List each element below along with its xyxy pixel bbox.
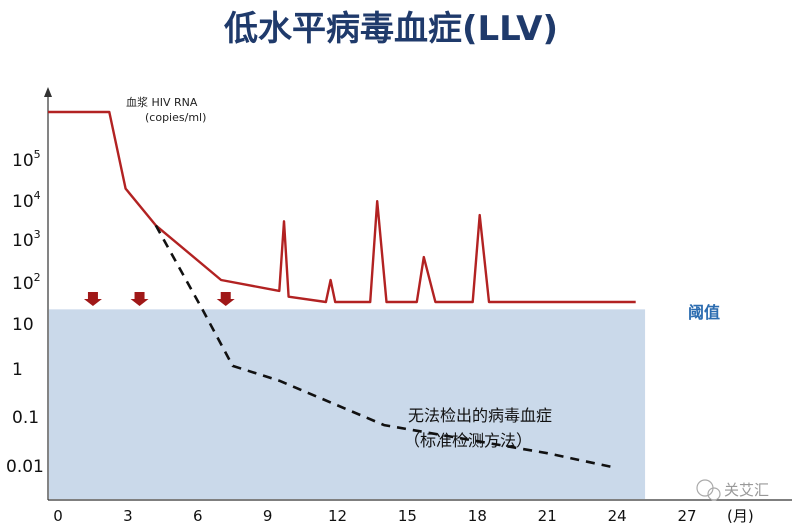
viral-load-line [48, 110, 636, 304]
y-tick-base: 10 [12, 231, 34, 251]
y-tick-exponent: 5 [34, 148, 41, 161]
x-tick-label: 9 [263, 507, 273, 525]
x-tick-label: 0 [53, 507, 63, 525]
y-tick-exponent: 2 [34, 271, 41, 284]
y-tick-label: 0.1 [12, 408, 39, 428]
y-tick-base: 10 [12, 274, 34, 294]
y-tick-exponent: 4 [34, 189, 41, 202]
y-axis-arrowhead [44, 87, 52, 97]
x-tick-label: 15 [398, 507, 417, 525]
threshold-label: 阈值 [688, 303, 720, 322]
y-tick-base: 0.01 [6, 457, 44, 477]
undetectable-viremia-line [154, 224, 613, 469]
down-arrow-icon [83, 292, 102, 306]
down-arrow-icon [130, 292, 149, 306]
x-tick-label: 27 [677, 507, 696, 525]
series-layer [48, 110, 636, 469]
x-axis-unit: (月) [727, 507, 754, 525]
chart-title: 低水平病毒血症(LLV) [224, 9, 558, 49]
y-tick-label: 10 [12, 315, 34, 335]
wechat-icon [696, 479, 714, 497]
x-tick-label: 12 [328, 507, 347, 525]
y-tick-base: 1 [12, 360, 23, 380]
x-tick-label: 6 [193, 507, 203, 525]
y-tick-base: 10 [12, 151, 34, 171]
wechat-icon-bubble [707, 487, 721, 501]
x-tick-label: 18 [468, 507, 487, 525]
x-tick-label: 24 [608, 507, 627, 525]
y-tick-label: 105 [12, 148, 41, 171]
y-tick-label: 102 [12, 271, 41, 294]
y-tick-label: 103 [12, 228, 41, 251]
watermark-text: 关艾汇 [724, 481, 769, 499]
x-tick-label: 3 [123, 507, 133, 525]
x-tick-label: 21 [538, 507, 557, 525]
y-tick-base: 0.1 [12, 408, 39, 428]
y-tick-base: 10 [12, 192, 34, 212]
axes [44, 87, 792, 501]
threshold-band [49, 309, 646, 499]
arrows-layer [83, 292, 235, 306]
y-tick-label: 1 [12, 360, 23, 380]
down-arrow-icon [216, 292, 235, 306]
y-tick-label: 104 [12, 189, 41, 212]
annotation-line-1: 无法检出的病毒血症 [408, 406, 552, 425]
y-axis-unit-label: (copies/ml) [145, 111, 206, 124]
y-tick-label: 0.01 [6, 457, 44, 477]
watermark: 关艾汇 [696, 479, 769, 501]
y-tick-exponent: 3 [34, 228, 41, 241]
y-axis-label: 血浆 HIV RNA [126, 95, 198, 109]
y-tick-base: 10 [12, 315, 34, 335]
